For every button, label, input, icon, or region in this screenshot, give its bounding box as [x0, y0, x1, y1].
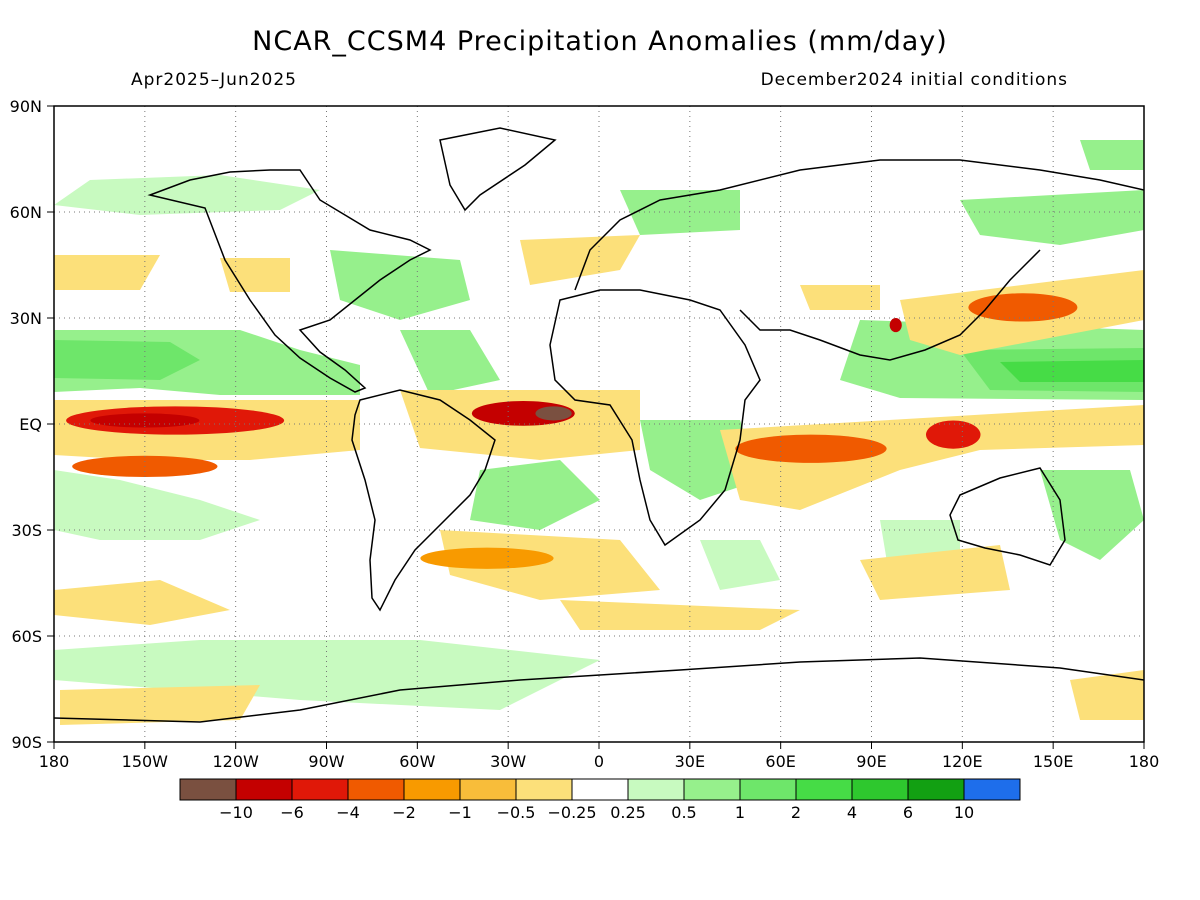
anomaly-core — [968, 293, 1078, 322]
colorbar-swatch — [795, 778, 853, 801]
australia-outline — [949, 467, 1066, 566]
lon-tick-label: 150W — [122, 752, 169, 771]
anomaly-core — [90, 413, 200, 428]
colorbar-swatch — [235, 778, 293, 801]
lon-tick-label: 90W — [308, 752, 344, 771]
colorbar-label: 10 — [954, 803, 974, 822]
colorbar-swatch — [179, 778, 237, 801]
lon-tick-label: 180 — [39, 752, 70, 771]
colorbar-label: −0.5 — [497, 803, 536, 822]
coastlines — [54, 127, 1144, 723]
forecast-period: Apr2025–Jun2025 — [131, 70, 297, 90]
colorbar-label: 0.25 — [610, 803, 646, 822]
anomaly-core — [889, 318, 902, 333]
colorbar-swatch — [683, 778, 741, 801]
africa-europe-outline — [549, 289, 761, 547]
lat-tick-label: 30N — [10, 309, 42, 328]
colorbar-swatch — [851, 778, 909, 801]
anomaly-core — [735, 434, 887, 463]
anomaly-core — [420, 547, 554, 569]
lon-tick-label: 120E — [942, 752, 983, 771]
initial-conditions-label: December2024 initial conditions — [760, 70, 1068, 90]
lat-tick-label: EQ — [19, 415, 42, 434]
colorbar-swatch — [627, 778, 685, 801]
colorbar-label: −0.25 — [547, 803, 596, 822]
eurasia-outline — [574, 159, 1144, 361]
anomaly-field — [54, 106, 1144, 742]
colorbar-label: 1 — [735, 803, 745, 822]
colorbar-label: 2 — [791, 803, 801, 822]
map-title: NCAR_CCSM4 Precipitation Anomalies (mm/d… — [252, 26, 948, 57]
colorbar-label: −2 — [392, 803, 416, 822]
lat-tick-label: 90S — [11, 733, 42, 752]
colorbar-label: −10 — [219, 803, 253, 822]
colorbar-label: −6 — [280, 803, 304, 822]
colorbar-swatch — [571, 778, 629, 801]
lon-tick-label: 30W — [490, 752, 526, 771]
colorbar-label: −1 — [448, 803, 472, 822]
axis-ticks: 180 150W 120W 90W 60W 30W 0 30E 60E 90E 120E 150E 18… — [10, 97, 1160, 771]
colorbar-label: 6 — [903, 803, 913, 822]
lon-tick-label: 60E — [765, 752, 795, 771]
graticule — [54, 106, 1144, 742]
colorbar-label: 0.5 — [671, 803, 696, 822]
colorbar-swatch — [403, 778, 461, 801]
colorbar-swatch — [291, 778, 349, 801]
colorbar-swatch — [963, 778, 1021, 801]
colorbar-swatch — [459, 778, 517, 801]
greenland-outline — [439, 127, 557, 212]
lon-tick-label: 150E — [1033, 752, 1074, 771]
colorbar-label: −4 — [336, 803, 360, 822]
antarctica-outline — [54, 657, 1144, 723]
anomaly-core — [535, 406, 572, 421]
colorbar-swatch — [739, 778, 797, 801]
colorbar-swatch — [347, 778, 405, 801]
anomaly-core — [926, 420, 981, 449]
lat-tick-label: 90N — [10, 97, 42, 116]
lon-tick-label: 0 — [594, 752, 604, 771]
lat-tick-label: 60N — [10, 203, 42, 222]
lat-tick-label: 30S — [11, 521, 42, 540]
colorbar: −10 −6 −4 −2 −1 −0.5 −0.25 0.25 0.5 1 2 4 6 10 — [179, 778, 1021, 822]
colorbar-label: 4 — [847, 803, 857, 822]
lon-tick-label: 60W — [399, 752, 435, 771]
lon-tick-label: 90E — [856, 752, 886, 771]
lon-tick-label: 120W — [212, 752, 259, 771]
colorbar-swatch — [515, 778, 573, 801]
south-america-outline — [351, 389, 496, 612]
lon-tick-label: 30E — [675, 752, 705, 771]
lon-tick-label: 180 — [1129, 752, 1160, 771]
lat-tick-label: 60S — [11, 627, 42, 646]
north-america-outline — [147, 169, 432, 393]
colorbar-swatch — [907, 778, 965, 801]
